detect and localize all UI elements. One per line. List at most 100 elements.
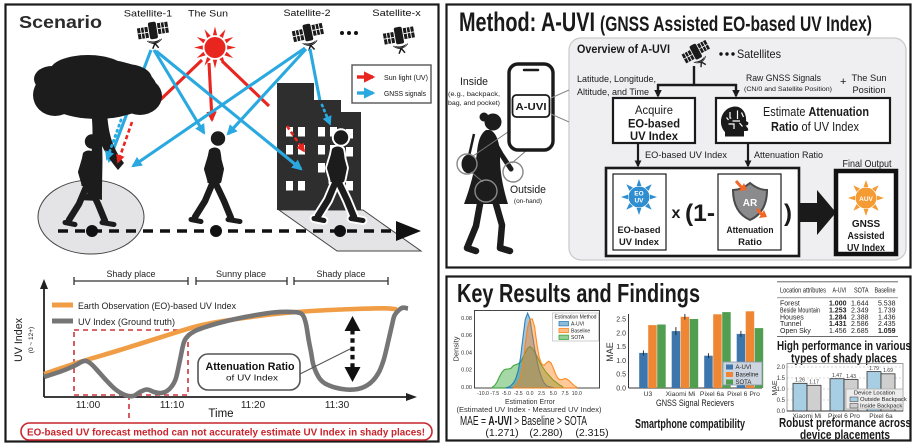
svg-text:7.5: 7.5 — [561, 391, 568, 397]
svg-text:5.538: 5.538 — [878, 300, 896, 307]
svg-text:1.000: 1.000 — [829, 300, 847, 307]
svg-text:(2.315): (2.315) — [575, 427, 608, 439]
svg-text:Open Sky: Open Sky — [780, 328, 811, 335]
svg-text:Satellite-2: Satellite-2 — [284, 8, 331, 19]
svg-text:Estimation Error: Estimation Error — [505, 397, 555, 406]
svg-text:(1.271): (1.271) — [485, 427, 518, 439]
svg-text:1.5: 1.5 — [777, 376, 786, 382]
svg-text:5.0: 5.0 — [550, 391, 557, 397]
svg-text:U3: U3 — [644, 391, 653, 398]
svg-text:Inside: Inside — [460, 76, 488, 88]
svg-text:Beside Mountain: Beside Mountain — [780, 308, 820, 315]
svg-text:1.69: 1.69 — [883, 368, 893, 374]
svg-text:A-UVI: A-UVI — [833, 288, 847, 295]
svg-text:2.0: 2.0 — [616, 330, 626, 337]
svg-text:-10.0: -10.0 — [477, 391, 489, 397]
svg-text:UV: UV — [634, 198, 644, 205]
svg-text:1.059: 1.059 — [878, 328, 896, 335]
svg-text:0.0: 0.0 — [616, 386, 626, 393]
svg-text:EO-based: EO-based — [618, 225, 661, 236]
svg-text:EO-based UV forecast method ca: EO-based UV forecast method can not accu… — [27, 427, 425, 439]
svg-text:Attenuation: Attenuation — [727, 225, 774, 236]
svg-text:Robust preformance across: Robust preformance across — [779, 416, 911, 430]
svg-text:bag, and pocket): bag, and pocket) — [448, 100, 500, 107]
svg-text:A-UVI: A-UVI — [736, 365, 752, 371]
svg-text:Overview of A-UVI: Overview of A-UVI — [577, 42, 670, 56]
svg-text:device placements: device placements — [800, 428, 890, 442]
svg-text:0.02: 0.02 — [461, 368, 472, 374]
svg-text:2.685: 2.685 — [851, 328, 869, 335]
svg-text:2.435: 2.435 — [878, 321, 896, 328]
svg-text:Forest: Forest — [780, 300, 800, 307]
svg-text:0.0: 0.0 — [777, 409, 786, 415]
svg-text:Sun light (UV): Sun light (UV) — [384, 75, 428, 82]
svg-text:(0 ~ 12+): (0 ~ 12+) — [28, 327, 35, 353]
svg-text:UV Index: UV Index — [13, 318, 25, 362]
svg-text:1.26: 1.26 — [795, 378, 805, 384]
svg-text:11:30: 11:30 — [325, 400, 350, 411]
svg-text:1.644: 1.644 — [851, 300, 869, 307]
svg-text:-7.5: -7.5 — [490, 391, 499, 397]
svg-text:Method: A-UVI (GNSS Assisted E: Method: A-UVI (GNSS Assisted EO-based UV… — [459, 7, 872, 37]
svg-text:The Sun: The Sun — [188, 9, 228, 20]
svg-text:0.5: 0.5 — [616, 372, 626, 379]
svg-text:1.456: 1.456 — [829, 328, 847, 335]
svg-text:MAE: MAE — [605, 342, 615, 362]
svg-text:EO-based: EO-based — [628, 119, 680, 131]
svg-text:11:10: 11:10 — [160, 400, 185, 411]
svg-text:(1-: (1- — [685, 200, 715, 227]
svg-text:Key Results and Findings: Key Results and Findings — [457, 278, 700, 308]
svg-text:0.04: 0.04 — [461, 351, 472, 357]
svg-text:Shady place: Shady place — [107, 269, 156, 280]
svg-text:types of shady places: types of shady places — [791, 352, 897, 366]
svg-text:1.0: 1.0 — [616, 358, 626, 365]
svg-text:AUV: AUV — [859, 196, 873, 203]
svg-text:Acquire: Acquire — [635, 105, 673, 117]
svg-text:Density: Density — [452, 336, 461, 361]
svg-text:2.5: 2.5 — [616, 317, 626, 324]
svg-text:Pixel 6a: Pixel 6a — [869, 413, 893, 420]
svg-text:Ratio of UV Index: Ratio of UV Index — [771, 120, 860, 134]
svg-text:Location attributes: Location attributes — [780, 288, 826, 295]
svg-text:Raw GNSS Signals: Raw GNSS Signals — [746, 73, 821, 84]
svg-text:(Estimated UV Index - Measured: (Estimated UV Index - Measured UV Index) — [457, 405, 602, 414]
svg-text:(CN/0 and Satellite Position): (CN/0 and Satellite Position) — [744, 86, 832, 93]
svg-text:2.586: 2.586 — [851, 321, 869, 328]
svg-text:1.436: 1.436 — [878, 314, 896, 321]
svg-text:Final Output: Final Output — [843, 158, 892, 170]
svg-text:Attenuation Ratio: Attenuation Ratio — [206, 361, 295, 373]
svg-text:Shady place: Shady place — [317, 269, 366, 280]
svg-text:Smartphone compatibility: Smartphone compatibility — [635, 417, 745, 431]
svg-text:Time: Time — [208, 408, 233, 420]
svg-text:Satellite-x: Satellite-x — [372, 8, 421, 19]
svg-text:Tunnel: Tunnel — [780, 321, 802, 328]
svg-text:EO: EO — [634, 191, 643, 198]
svg-text:+: + — [840, 76, 846, 88]
svg-text:Estimate Attenuation: Estimate Attenuation — [763, 105, 869, 119]
svg-text:Scenario: Scenario — [19, 12, 102, 32]
svg-text:EO-based UV Index: EO-based UV Index — [645, 150, 727, 161]
svg-text:Sunny place: Sunny place — [216, 269, 266, 280]
svg-text:1.79: 1.79 — [869, 366, 879, 372]
svg-text:2.0: 2.0 — [777, 365, 786, 371]
svg-text:1.5: 1.5 — [616, 344, 626, 351]
svg-text:Satellite-1: Satellite-1 — [124, 9, 173, 20]
svg-text:2.349: 2.349 — [851, 308, 869, 315]
svg-text:UV Index (Ground truth): UV Index (Ground truth) — [78, 317, 175, 327]
svg-text:Latitude, Longitude,: Latitude, Longitude, — [577, 74, 656, 85]
svg-text:Outside: Outside — [510, 184, 546, 196]
svg-text:SOTA: SOTA — [571, 335, 585, 341]
svg-text:-2.5: -2.5 — [514, 391, 523, 397]
svg-text:1.47: 1.47 — [832, 373, 842, 379]
svg-text:(e.g., backpack,: (e.g., backpack, — [448, 91, 500, 98]
svg-text:Attenuation Ratio: Attenuation Ratio — [754, 150, 823, 161]
svg-text:GNSS signals: GNSS signals — [384, 91, 426, 98]
svg-text:(on-hand): (on-hand) — [514, 198, 542, 205]
svg-text:UV Index: UV Index — [619, 237, 660, 248]
svg-text:GNSS Signal Recievers: GNSS Signal Recievers — [656, 398, 734, 409]
svg-text:1.0: 1.0 — [777, 387, 786, 393]
svg-text:0.00: 0.00 — [461, 385, 472, 391]
svg-text:Xiaomi Mi: Xiaomi Mi — [793, 413, 822, 420]
svg-text:0.06: 0.06 — [461, 333, 472, 339]
svg-text:The Sun: The Sun — [852, 73, 887, 84]
